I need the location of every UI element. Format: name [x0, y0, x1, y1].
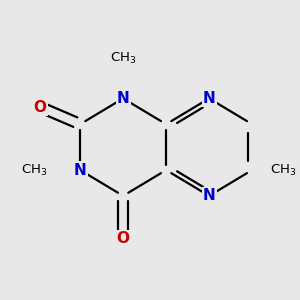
- Text: CH$_3$: CH$_3$: [21, 163, 47, 178]
- Text: N: N: [117, 91, 130, 106]
- Text: O: O: [34, 100, 46, 115]
- Text: N: N: [74, 163, 86, 178]
- Text: N: N: [203, 188, 215, 203]
- Text: CH$_3$: CH$_3$: [110, 51, 136, 66]
- Text: O: O: [117, 231, 130, 246]
- Text: N: N: [203, 91, 215, 106]
- Text: CH$_3$: CH$_3$: [270, 163, 297, 178]
